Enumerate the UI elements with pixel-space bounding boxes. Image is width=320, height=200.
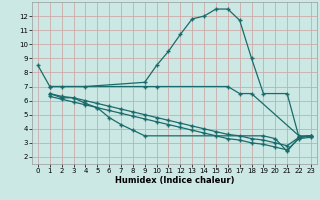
X-axis label: Humidex (Indice chaleur): Humidex (Indice chaleur) [115, 176, 234, 185]
